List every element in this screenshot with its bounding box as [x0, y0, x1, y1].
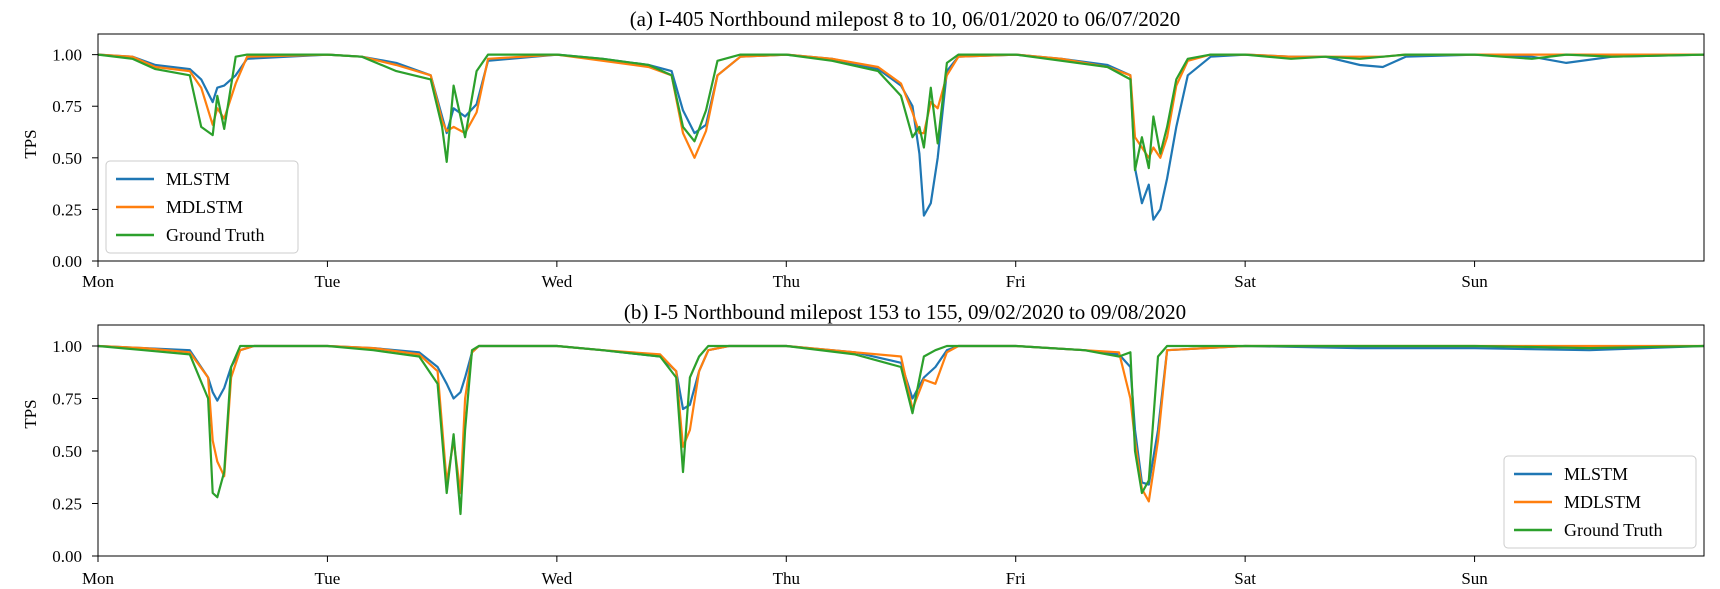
series-line-ground-truth	[98, 346, 1704, 514]
y-tick-labels-b: 0.00 0.25 0.50 0.75 1.00	[52, 337, 82, 566]
series-line-mdlstm	[98, 55, 1704, 158]
legend-b: MLSTM MDLSTM Ground Truth	[1504, 456, 1696, 548]
legend-label-mdlstm: MDLSTM	[1564, 492, 1641, 512]
axes-frame	[98, 34, 1704, 261]
x-tick-label: Fri	[1006, 569, 1026, 588]
series-line-mlstm	[98, 55, 1704, 220]
x-tick-label: Sat	[1234, 272, 1256, 291]
series-line-ground-truth	[98, 55, 1704, 171]
x-tick-labels-b: Mon Tue Wed Thu Fri Sat Sun	[82, 569, 1488, 588]
x-tick-label: Tue	[315, 569, 341, 588]
y-axis-label-a: TPS	[21, 129, 40, 158]
y-tick-labels-a: 0.00 0.25 0.50 0.75 1.00	[52, 46, 82, 271]
y-tick-label: 1.00	[52, 337, 82, 356]
x-tick-labels-a: Mon Tue Wed Thu Fri Sat Sun	[82, 272, 1488, 291]
chart-title-b: (b) I-5 Northbound milepost 153 to 155, …	[624, 300, 1186, 324]
y-tick-label: 0.00	[52, 547, 82, 566]
x-tick-label: Thu	[773, 272, 801, 291]
legend-label-ground-truth: Ground Truth	[166, 225, 265, 245]
x-tick-label: Sun	[1461, 569, 1488, 588]
legend-label-mlstm: MLSTM	[1564, 464, 1628, 484]
legend-a: MLSTM MDLSTM Ground Truth	[106, 161, 298, 253]
legend-label-mdlstm: MDLSTM	[166, 197, 243, 217]
chart-panel-a: (a) I-405 Northbound milepost 8 to 10, 0…	[21, 7, 1704, 291]
x-tick-label: Thu	[773, 569, 801, 588]
y-tick-label: 0.25	[52, 200, 82, 219]
legend-label-mlstm: MLSTM	[166, 169, 230, 189]
y-tick-label: 0.75	[52, 97, 82, 116]
x-tick-label: Tue	[315, 272, 341, 291]
y-tick-label: 0.00	[52, 252, 82, 271]
x-tick-label: Mon	[82, 569, 115, 588]
x-tick-label: Mon	[82, 272, 115, 291]
chart-panel-b: (b) I-5 Northbound milepost 153 to 155, …	[21, 300, 1704, 588]
x-tick-label: Sun	[1461, 272, 1488, 291]
series-lines	[98, 346, 1704, 514]
series-lines	[98, 55, 1704, 220]
x-tick-label: Wed	[541, 569, 572, 588]
x-tick-label: Sat	[1234, 569, 1256, 588]
y-axis-label-b: TPS	[21, 399, 40, 428]
x-tick-label: Wed	[541, 272, 572, 291]
x-tick-label: Fri	[1006, 272, 1026, 291]
y-tick-label: 0.50	[52, 149, 82, 168]
chart-title-a: (a) I-405 Northbound milepost 8 to 10, 0…	[630, 7, 1181, 31]
y-tick-label: 0.50	[52, 442, 82, 461]
legend-label-ground-truth: Ground Truth	[1564, 520, 1663, 540]
y-tick-label: 0.75	[52, 390, 82, 409]
y-tick-label: 1.00	[52, 46, 82, 65]
y-tick-label: 0.25	[52, 495, 82, 514]
